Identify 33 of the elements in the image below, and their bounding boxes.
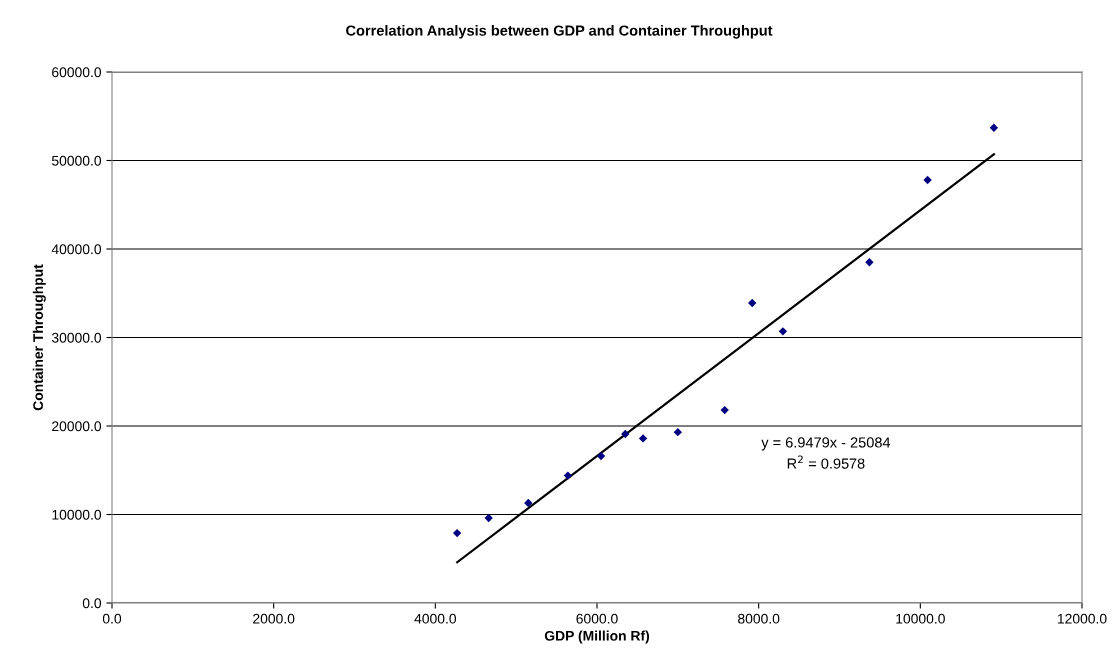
x-tick-label: 12000.0 (1057, 613, 1107, 624)
point (673, 428, 682, 437)
point (563, 471, 573, 480)
point (452, 528, 462, 538)
point (748, 298, 757, 308)
y-tick-label: 40000.0 (51, 244, 102, 255)
point (596, 451, 606, 461)
point (638, 434, 648, 443)
y-tick-label: 20000.0 (52, 421, 102, 432)
point (524, 498, 533, 508)
x-axis-title: GDP (Million Rf) (544, 630, 650, 644)
y-tick-label: 0.0 (82, 598, 102, 609)
x-tick-label: 8000.0 (738, 613, 780, 624)
y-axis-title: Container Throughput (32, 264, 46, 411)
y-tick-label: 10000.0 (52, 509, 102, 520)
point (865, 258, 874, 267)
x-tick-label: 10000.0 (896, 613, 945, 624)
x-tick-label: 6000.0 (576, 613, 618, 624)
point (621, 429, 630, 439)
annotation: R$^{2}$ = 0.9578 (787, 455, 865, 469)
x-tick-label: 4000.0 (414, 613, 457, 624)
y-tick-label: 30000.0 (51, 332, 102, 343)
point (778, 327, 788, 336)
point (720, 405, 729, 415)
x-tick-label: 0.0 (102, 613, 122, 624)
chart-title: Correlation Analysis between GDP and Container Throughput (346, 25, 773, 39)
y-tick-label: 50000.0 (51, 155, 102, 166)
point (923, 175, 932, 185)
y-tick-label: 60000.0 (52, 67, 102, 78)
annotation: y = 6.9479x - 25084 (761, 437, 891, 451)
x-tick-label: 2000.0 (253, 613, 295, 624)
point (484, 513, 493, 523)
point (989, 123, 999, 132)
